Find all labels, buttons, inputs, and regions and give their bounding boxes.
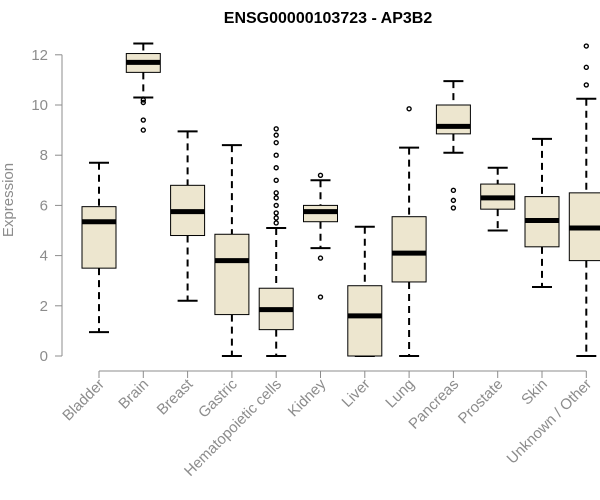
outlier-point <box>140 127 147 133</box>
outlier-point <box>450 187 457 194</box>
outlier-point <box>583 82 589 88</box>
plot-area <box>81 42 600 357</box>
x-tick-label: Bladder <box>59 376 108 425</box>
y-tick-label: 6 <box>40 197 48 214</box>
outlier-point <box>583 43 589 49</box>
outlier-point <box>273 126 279 132</box>
iqr-box <box>391 216 427 283</box>
outlier-point <box>273 215 279 221</box>
outlier-point <box>317 255 324 261</box>
box-group-6 <box>347 225 383 357</box>
outlier-point <box>406 106 412 112</box>
y-axis-label: Expression <box>0 163 17 237</box>
x-tick-label: Brain <box>115 376 152 413</box>
y-tick-label: 2 <box>40 298 48 315</box>
box-group-11 <box>568 43 600 357</box>
iqr-box <box>214 233 250 316</box>
y-tick-label: 12 <box>31 47 48 64</box>
x-tick-label: Skin <box>518 376 551 409</box>
y-tick-label: 10 <box>31 97 48 114</box>
outlier-point <box>273 210 279 216</box>
box-group-7 <box>391 106 427 357</box>
y-tick-label: 0 <box>40 348 48 365</box>
box-group-10 <box>524 137 560 288</box>
outlier-point <box>273 152 279 158</box>
outlier-point <box>450 197 457 204</box>
box-group-8 <box>435 80 471 211</box>
box-group-5 <box>303 172 338 300</box>
box-group-9 <box>480 166 516 232</box>
box-group-2 <box>170 130 206 302</box>
outlier-point <box>273 165 279 171</box>
box-group-0 <box>81 161 117 334</box>
x-tick-label: Lung <box>382 376 418 412</box>
outlier-point <box>273 190 279 196</box>
iqr-box <box>435 104 471 135</box>
x-tick-label: Kidney <box>285 375 330 420</box>
x-tick-label: Breast <box>154 375 197 418</box>
outlier-point <box>140 97 147 103</box>
outlier-point <box>450 205 457 211</box>
y-tick-label: 8 <box>40 147 48 164</box>
outlier-point <box>273 202 279 209</box>
outlier-point <box>273 132 279 138</box>
iqr-box <box>347 285 383 357</box>
outlier-point <box>317 172 324 178</box>
outlier-point <box>273 220 279 226</box>
outlier-point <box>273 195 279 201</box>
outlier-point <box>140 117 147 123</box>
x-tick-label: Unknown / Other <box>504 376 596 468</box>
box-group-4 <box>258 126 294 357</box>
outlier-point <box>273 139 279 146</box>
outlier-point <box>140 99 147 106</box>
x-tick-label: Prostate <box>455 376 507 428</box>
outlier-point <box>583 64 589 71</box>
iqr-box <box>81 206 117 269</box>
box-group-3 <box>214 144 250 357</box>
chart-title: ENSG00000103723 - AP3B2 <box>224 10 433 27</box>
box-group-1 <box>125 42 161 133</box>
outlier-point <box>273 177 279 184</box>
y-tick-label: 4 <box>40 248 48 265</box>
outlier-point <box>317 294 324 300</box>
x-tick-label: Liver <box>339 376 374 411</box>
y-axis: 0 2 4 6 8 10 12 <box>31 47 63 365</box>
